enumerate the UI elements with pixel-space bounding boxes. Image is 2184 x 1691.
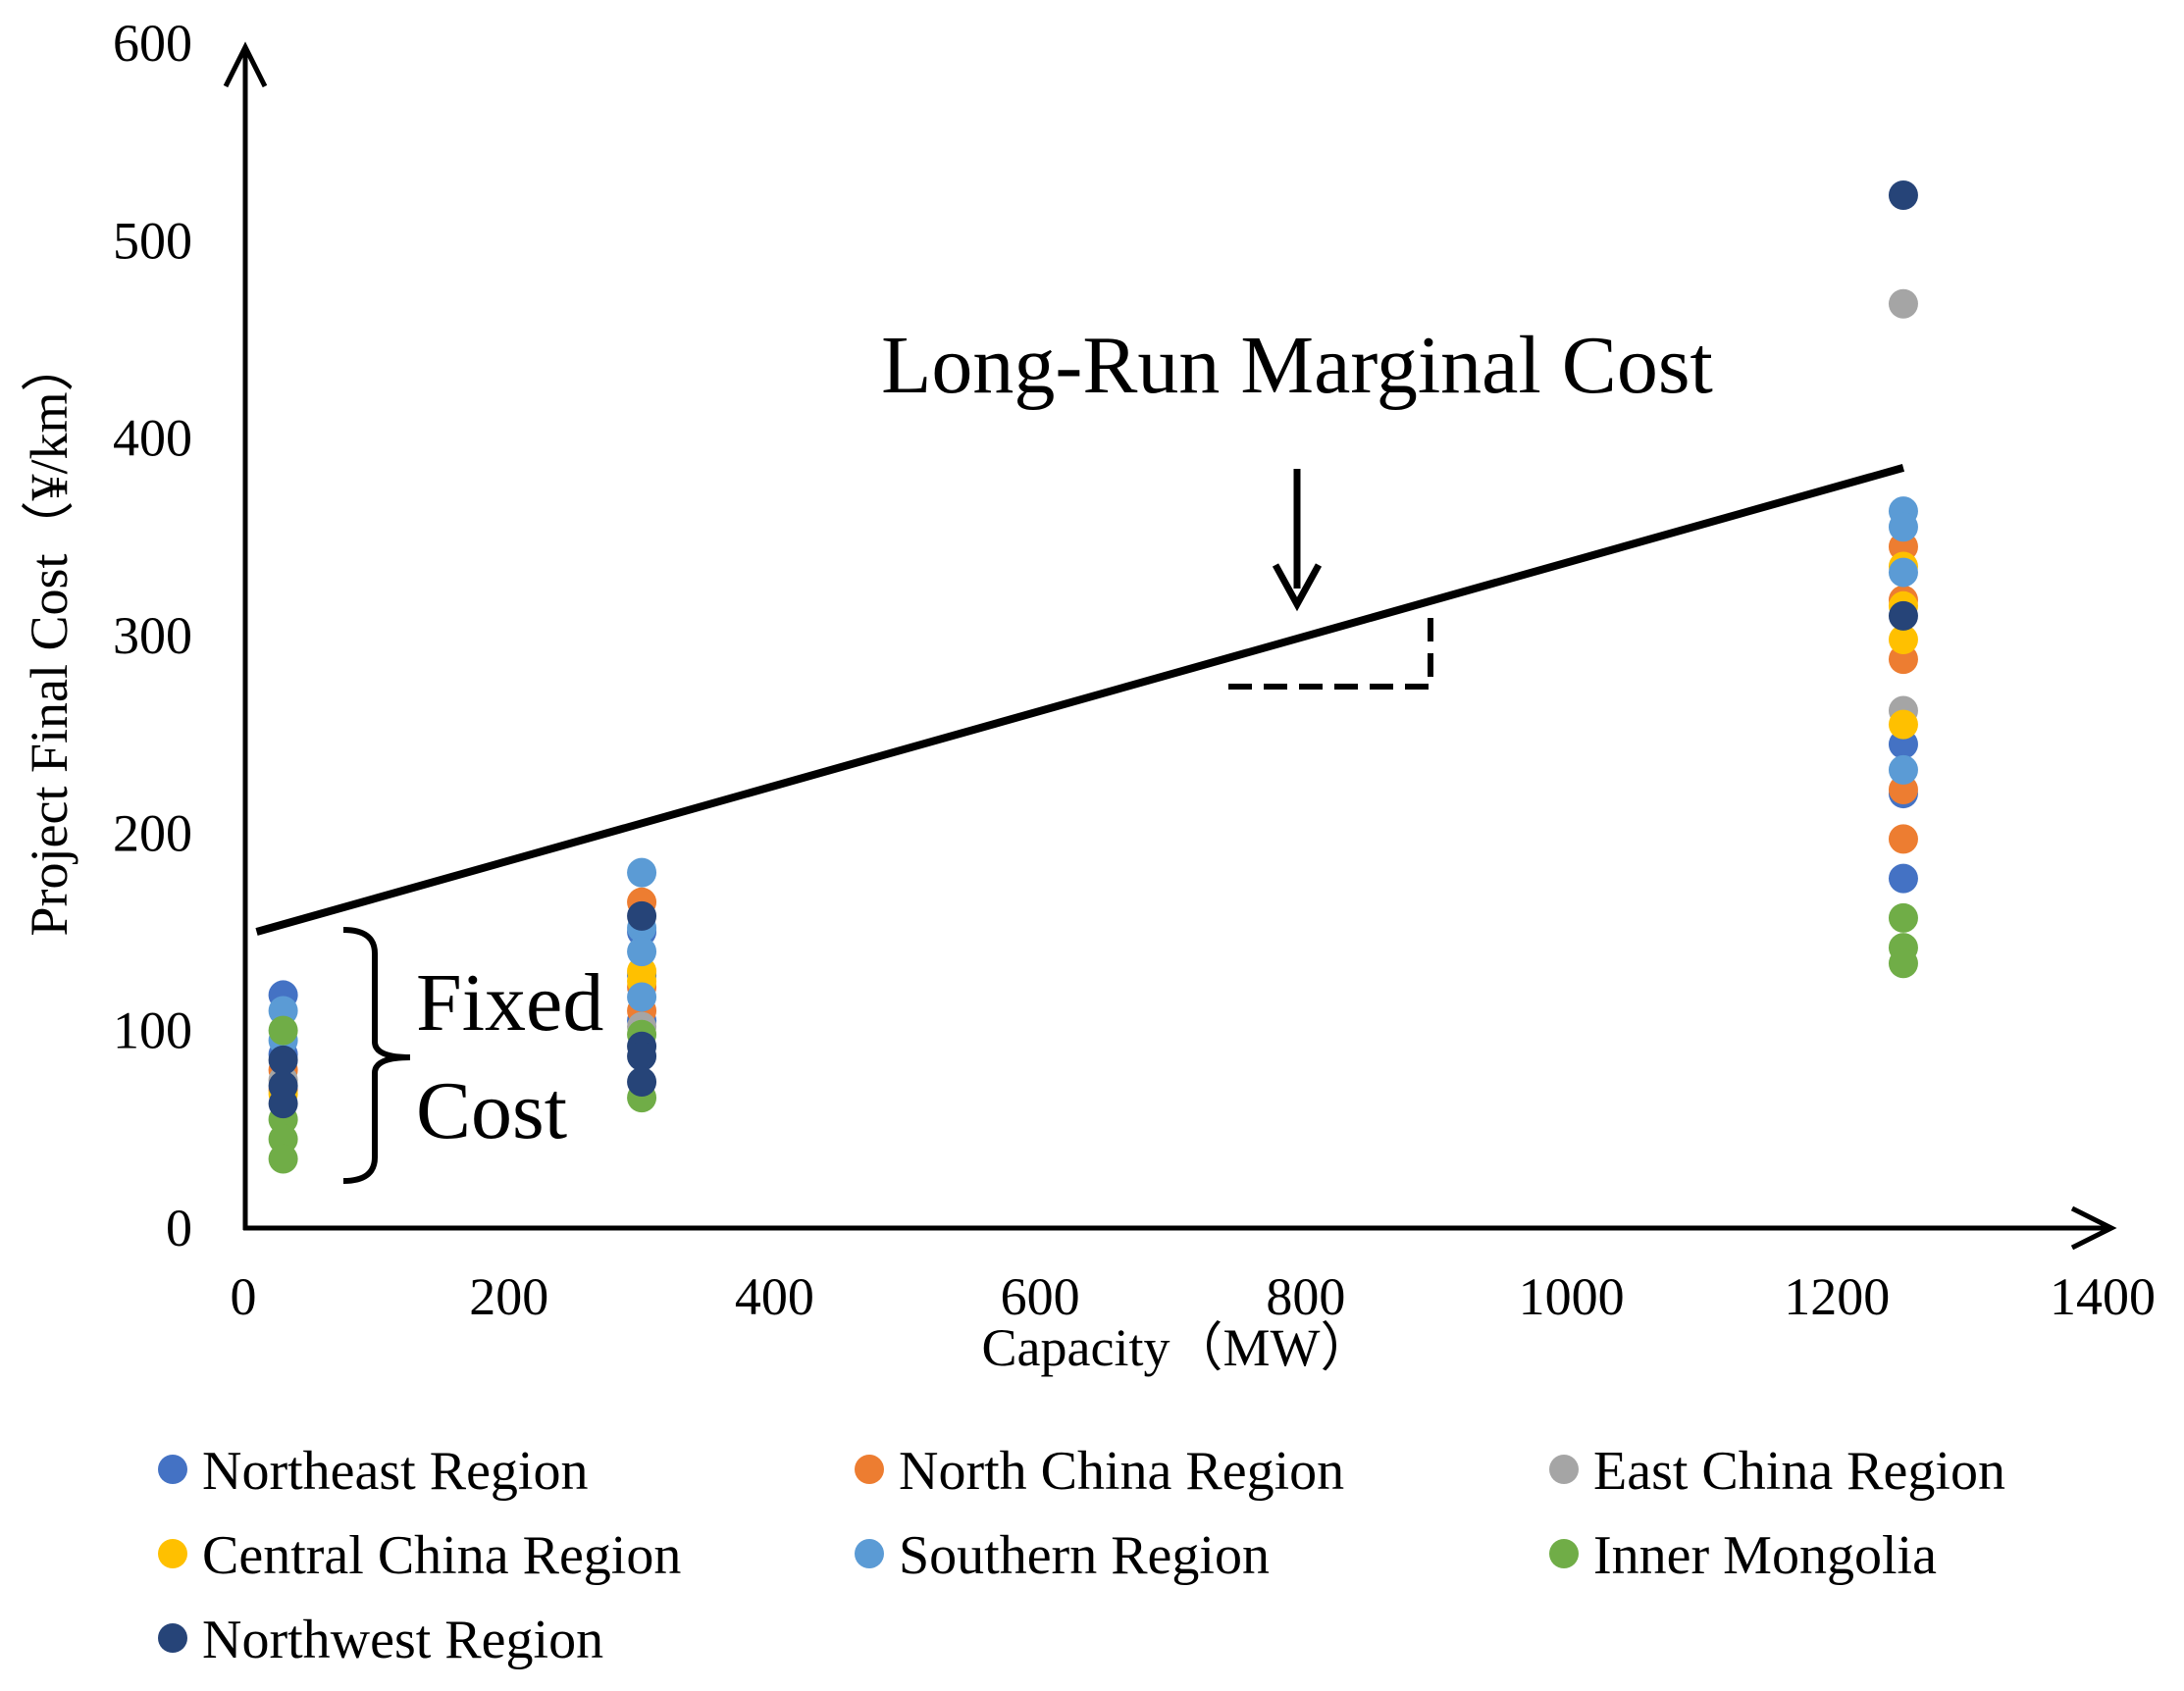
x-tick-label: 400	[735, 1267, 814, 1326]
axes	[223, 41, 2117, 1251]
fixed-cost-label-line1: Fixed	[416, 957, 603, 1049]
x-tick-label: 200	[469, 1267, 548, 1326]
legend-label: North China Region	[899, 1441, 1344, 1502]
y-tick-label: 300	[113, 606, 192, 665]
legend-marker	[158, 1539, 187, 1568]
legend-marker	[158, 1623, 187, 1653]
data-point	[627, 857, 657, 888]
data-point	[1888, 902, 1918, 933]
y-tick-labels: 0 100 200 300 400 500 600	[113, 14, 192, 1257]
y-tick-label: 200	[113, 803, 192, 862]
y-axis-arrowhead	[223, 41, 268, 88]
y-tick-label: 600	[113, 14, 192, 73]
data-point	[1888, 512, 1918, 542]
data-point	[268, 1089, 298, 1119]
x-axis-arrowhead	[2070, 1205, 2117, 1251]
x-tick-label: 1400	[2050, 1267, 2156, 1326]
fixed-cost-label-line2: Cost	[416, 1065, 567, 1156]
data-point	[268, 1015, 298, 1046]
x-tick-label: 1200	[1784, 1267, 1890, 1326]
x-tick-label: 600	[1001, 1267, 1080, 1326]
legend-label: Central China Region	[202, 1525, 681, 1586]
x-tick-labels: 0 200 400 600 800 1000 1200 1400	[231, 1267, 2157, 1326]
legend-marker	[855, 1539, 884, 1568]
data-point	[627, 1067, 657, 1098]
data-point	[1888, 824, 1918, 854]
legend-label: Inner Mongolia	[1593, 1525, 1937, 1586]
data-point	[1888, 754, 1918, 785]
long-run-marginal-cost-line-group	[255, 464, 1905, 936]
data-point	[268, 1045, 298, 1075]
legend-marker	[855, 1455, 884, 1484]
legend: Northeast Region North China Region East C…	[158, 1441, 2005, 1670]
legend-marker	[158, 1455, 187, 1484]
data-points	[268, 180, 1918, 1174]
slope-indicator-dashed	[1228, 610, 1433, 690]
lrmc-label: Long-Run Marginal Cost	[881, 320, 1713, 411]
data-point	[627, 982, 657, 1012]
legend-marker	[1549, 1455, 1579, 1484]
x-tick-label: 800	[1266, 1267, 1345, 1326]
long-run-marginal-cost-line	[255, 464, 1905, 936]
data-point	[1888, 180, 1918, 211]
legend-label: Northeast Region	[202, 1441, 588, 1502]
data-point	[1888, 709, 1918, 740]
y-tick-label: 500	[113, 211, 192, 270]
fixed-cost-brace	[342, 927, 411, 1184]
data-point	[627, 900, 657, 931]
y-tick-label: 400	[113, 409, 192, 468]
y-tick-label: 100	[113, 1001, 192, 1060]
data-point	[268, 1144, 298, 1174]
data-point	[1888, 600, 1918, 631]
data-point	[1888, 948, 1918, 979]
legend-marker	[1549, 1539, 1579, 1568]
legend-label: Southern Region	[899, 1525, 1270, 1586]
legend-label: Northwest Region	[202, 1610, 603, 1670]
legend-label: East China Region	[1593, 1441, 2005, 1502]
data-point	[1888, 863, 1918, 894]
data-point	[627, 937, 657, 967]
x-tick-label: 1000	[1519, 1267, 1625, 1326]
y-tick-label: 0	[166, 1199, 192, 1257]
data-point	[1888, 557, 1918, 588]
x-tick-label: 0	[231, 1267, 257, 1326]
y-axis-title: Project Final Cost（¥/km）	[20, 338, 78, 936]
data-point	[1888, 625, 1918, 655]
lrmc-pointer-arrow	[1272, 469, 1323, 612]
x-axis-title: Capacity（MW）	[982, 1318, 1374, 1377]
data-point	[1888, 288, 1918, 319]
data-point	[627, 1041, 657, 1071]
